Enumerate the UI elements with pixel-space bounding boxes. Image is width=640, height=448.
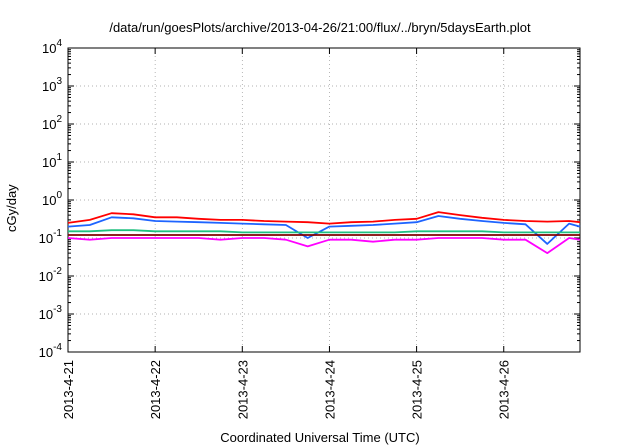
y-tick-label: 100: [42, 190, 62, 208]
series-line-3: [68, 229, 580, 234]
y-tick-label: 10-3: [39, 304, 63, 322]
y-tick-label: 10-1: [39, 228, 63, 246]
x-tick-label: 2013-4-23: [235, 360, 250, 419]
y-tick-label: 10-2: [39, 266, 63, 284]
x-tick-label: 2013-4-24: [322, 360, 337, 419]
x-tick-label: 2013-4-21: [61, 360, 76, 419]
y-tick-label: 101: [42, 152, 62, 170]
series-line-2: [67, 215, 581, 245]
x-tick-label: 2013-4-26: [497, 360, 512, 419]
series-line-5: [67, 237, 581, 255]
y-tick-label: 104: [42, 38, 62, 56]
series-line-1: [67, 211, 581, 225]
y-tick-label: 102: [42, 114, 62, 132]
chart-title: /data/run/goesPlots/archive/2013-04-26/2…: [109, 20, 531, 35]
x-axis-label: Coordinated Universal Time (UTC): [220, 430, 420, 445]
y-tick-label: 103: [42, 76, 62, 94]
x-tick-label: 2013-4-22: [148, 360, 163, 419]
y-tick-label: 10-4: [39, 342, 63, 360]
x-tick-label: 2013-4-25: [410, 360, 425, 419]
